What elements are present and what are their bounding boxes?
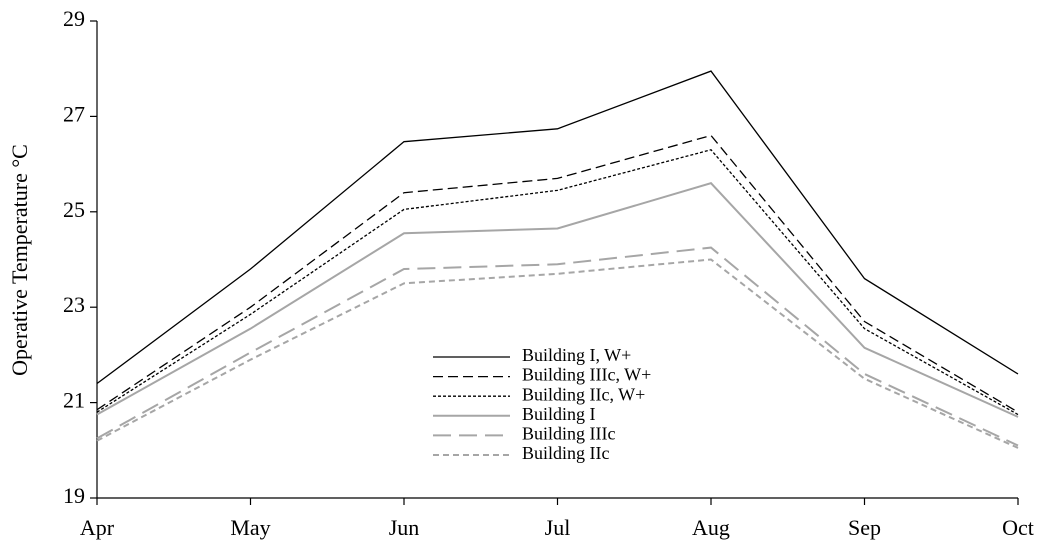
y-tick-label: 21: [63, 388, 85, 413]
series-line: [96, 70, 1019, 385]
y-axis-title: Operative Temperature °C: [7, 144, 32, 376]
series-line: [96, 246, 1019, 447]
y-tick-label: 23: [63, 292, 85, 317]
legend-label: Building I: [522, 404, 596, 424]
x-tick-label: Jul: [545, 515, 571, 540]
x-tick-label: Sep: [848, 515, 881, 540]
y-tick-label: 19: [63, 483, 85, 508]
legend-label: Building I, W+: [522, 345, 631, 365]
x-tick-label: Apr: [80, 515, 115, 540]
y-tick-label: 27: [63, 101, 85, 126]
legend-label: Building IIc: [522, 443, 610, 463]
series-line: [96, 134, 1019, 413]
legend-label: Building IIIc: [522, 424, 615, 444]
legend-label: Building IIIc, W+: [522, 365, 651, 385]
x-tick-label: Oct: [1002, 515, 1034, 540]
legend-label: Building IIc, W+: [522, 384, 645, 404]
x-tick-label: May: [230, 515, 270, 540]
x-tick-label: Jun: [389, 515, 420, 540]
series-line: [96, 182, 1019, 418]
y-tick-label: 25: [63, 197, 85, 222]
y-tick-label: 29: [63, 6, 85, 31]
x-tick-label: Aug: [692, 515, 730, 540]
series-line: [96, 258, 1019, 449]
series-line: [96, 149, 1019, 416]
